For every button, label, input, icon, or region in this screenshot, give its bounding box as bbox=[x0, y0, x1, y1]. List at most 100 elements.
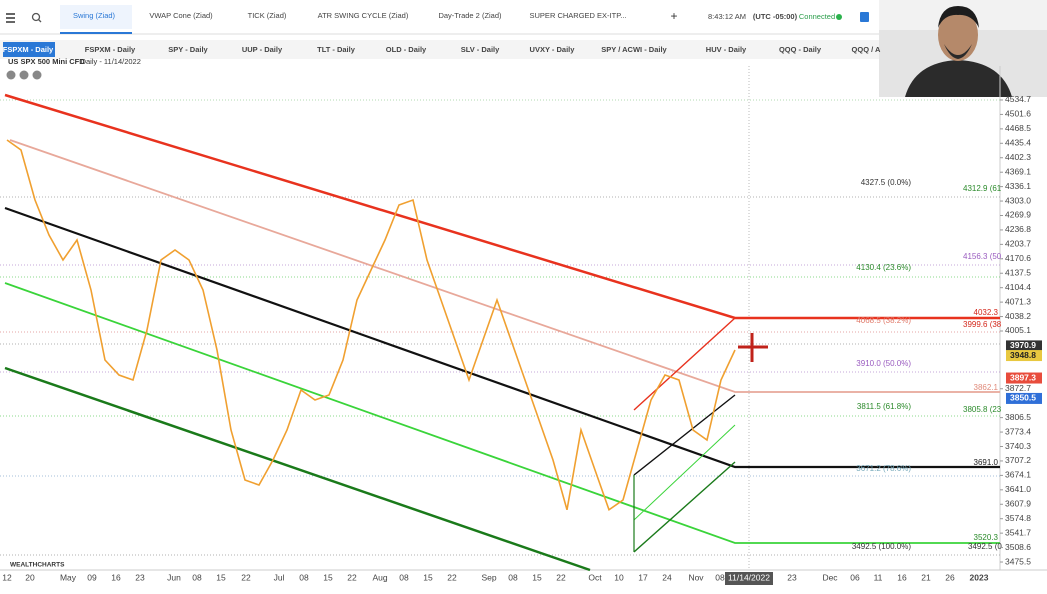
date-highlight bbox=[725, 572, 773, 585]
y-tick-label: 4170.6 bbox=[1005, 253, 1031, 263]
x-tick-label: 12 bbox=[2, 572, 12, 582]
y-tick-label: 4534.7 bbox=[1005, 94, 1031, 104]
x-tick-label: 06 bbox=[850, 572, 860, 582]
y-tick-label: 4435.4 bbox=[1005, 138, 1031, 148]
price-tag-label: 3850.5 bbox=[1010, 393, 1036, 403]
status-dot bbox=[836, 14, 842, 20]
x-tick-label: 15 bbox=[423, 572, 433, 582]
watch-tab[interactable]: SPY / ACWI - Daily bbox=[601, 45, 667, 54]
y-tick-label: 3574.8 bbox=[1005, 513, 1031, 523]
level-label: 3910.0 (50.0%) bbox=[856, 359, 911, 368]
y-tick-label: 3674.1 bbox=[1005, 470, 1031, 480]
watch-tab[interactable]: OLD - Daily bbox=[386, 45, 427, 54]
watch-tab[interactable]: FSPXM - Daily bbox=[85, 45, 136, 54]
trend-lines bbox=[4, 93, 1000, 572]
y-tick-label: 4501.6 bbox=[1005, 109, 1031, 119]
x-tick-label: 23 bbox=[135, 572, 145, 582]
y-tick-label: 4303.0 bbox=[1005, 195, 1031, 205]
x-tick-label: 11 bbox=[874, 572, 883, 582]
level-label: 3520.3 bbox=[974, 533, 999, 542]
timezone: (UTC -05:00) bbox=[753, 12, 798, 21]
clock: 8:43:12 AM bbox=[708, 12, 746, 21]
level-label: 4130.4 (23.6%) bbox=[856, 263, 911, 272]
watch-tab[interactable]: SLV - Daily bbox=[461, 45, 500, 54]
level-label: 3805.8 (23 bbox=[963, 405, 1002, 414]
level-label: 4068.5 (38.2%) bbox=[856, 316, 911, 325]
webcam-overlay bbox=[879, 0, 1047, 97]
y-tick-label: 4203.7 bbox=[1005, 239, 1031, 249]
x-tick-label: 16 bbox=[897, 572, 907, 582]
x-tick-label: 09 bbox=[87, 572, 97, 582]
x-tick-label: 17 bbox=[638, 572, 648, 582]
level-label: 3811.5 (61.8%) bbox=[857, 402, 911, 411]
x-tick-label: 08 bbox=[715, 572, 725, 582]
crosshair bbox=[738, 333, 768, 362]
x-tick-label: Aug bbox=[372, 572, 387, 582]
x-tick-label: 24 bbox=[662, 572, 672, 582]
tab[interactable]: ATR SWING CYCLE (Ziad) bbox=[318, 11, 409, 20]
active-watch-bg bbox=[3, 42, 55, 57]
watch-tab[interactable]: FSPXM - Daily bbox=[3, 45, 54, 54]
y-tick-label: 3740.3 bbox=[1005, 441, 1031, 451]
y-tick-label: 3872.7 bbox=[1005, 383, 1031, 393]
tab[interactable]: Day-Trade 2 (Ziad) bbox=[438, 11, 502, 20]
add-tab[interactable]: + bbox=[670, 9, 677, 23]
y-tick-label: 4269.9 bbox=[1005, 210, 1031, 220]
watchlist-bar bbox=[0, 40, 879, 59]
x-tick-label: Jun bbox=[167, 572, 181, 582]
tab[interactable]: Swing (Ziad) bbox=[73, 11, 116, 20]
y-tick-label: 4038.2 bbox=[1005, 311, 1031, 321]
price-tag bbox=[1006, 350, 1042, 362]
watch-tab[interactable]: SPY - Daily bbox=[168, 45, 208, 54]
level-label: 3691.0 bbox=[974, 458, 999, 467]
level-label: 4156.3 (50. bbox=[963, 252, 1003, 261]
x-tick-label: Sep bbox=[481, 572, 496, 582]
y-tick-label: 4369.1 bbox=[1005, 166, 1031, 176]
x-tick-label: 22 bbox=[447, 572, 457, 582]
price-tag bbox=[1006, 340, 1042, 352]
watch-tab[interactable]: UVXY - Daily bbox=[530, 45, 576, 54]
tab[interactable]: TICK (Ziad) bbox=[248, 11, 287, 20]
x-tick-label: 08 bbox=[299, 572, 309, 582]
level-label: 3671.2 (78.6%) bbox=[856, 464, 911, 473]
watch-tab[interactable]: UUP - Daily bbox=[242, 45, 283, 54]
x-tick-label: 21 bbox=[921, 572, 931, 582]
y-tick-label: 4236.8 bbox=[1005, 224, 1031, 234]
x-tick-label: 08 bbox=[508, 572, 518, 582]
watch-tab[interactable]: QQQ - Daily bbox=[779, 45, 822, 54]
watch-tab[interactable]: QQQ / A bbox=[852, 45, 881, 54]
watch-tab[interactable]: TLT - Daily bbox=[317, 45, 356, 54]
chart-tools[interactable] bbox=[6, 70, 42, 80]
x-tick-label: Oct bbox=[588, 572, 602, 582]
y-tick-label: 4468.5 bbox=[1005, 123, 1031, 133]
fib-levels bbox=[0, 99, 1000, 556]
x-tick-label: 16 bbox=[111, 572, 121, 582]
x-tick-label: 15 bbox=[323, 572, 333, 582]
y-tick-label: 4402.3 bbox=[1005, 152, 1031, 162]
y-tick-label: 4104.4 bbox=[1005, 282, 1031, 292]
y-tick-label: 4071.3 bbox=[1005, 296, 1031, 306]
level-label: 3862.1 bbox=[974, 383, 999, 392]
x-tick-label: Nov bbox=[688, 572, 704, 582]
active-tab-bg bbox=[60, 5, 132, 29]
menu-icon[interactable] bbox=[6, 13, 15, 23]
level-label: 4312.9 (61 bbox=[963, 184, 1002, 193]
period: - Daily - 11/14/2022 bbox=[76, 57, 141, 66]
symbol: US SPX 500 Mini CFD bbox=[8, 57, 85, 66]
x-tick-label: Dec bbox=[822, 572, 838, 582]
save-icon[interactable] bbox=[860, 12, 869, 22]
x-tick-label: 26 bbox=[945, 572, 955, 582]
y-tick-label: 3607.9 bbox=[1005, 499, 1031, 509]
x-tick-label: Jul bbox=[274, 572, 285, 582]
y-tick-label: 4137.5 bbox=[1005, 267, 1031, 277]
y-tick-label: 3475.5 bbox=[1005, 556, 1031, 566]
tab[interactable]: SUPER CHARGED EX-ITP... bbox=[530, 11, 627, 20]
search-icon[interactable] bbox=[31, 12, 42, 23]
logo: WEALTHCHARTS bbox=[10, 562, 65, 569]
watch-tab[interactable]: HUV - Daily bbox=[706, 45, 747, 54]
tab[interactable]: VWAP Cone (Ziad) bbox=[149, 11, 213, 20]
y-tick-label: 3806.5 bbox=[1005, 412, 1031, 422]
toolbar bbox=[0, 0, 1047, 34]
y-tick-label: 4005.1 bbox=[1005, 325, 1031, 335]
